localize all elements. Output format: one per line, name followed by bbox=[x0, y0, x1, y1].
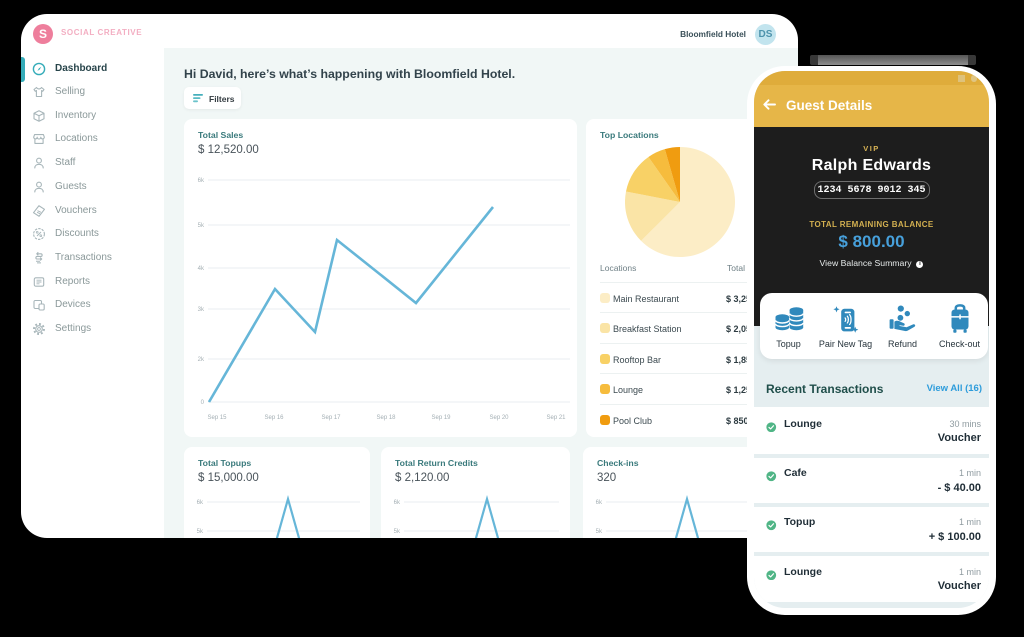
svg-text:6k: 6k bbox=[394, 500, 401, 506]
svg-text:5k: 5k bbox=[394, 529, 401, 535]
svg-text:5k: 5k bbox=[596, 529, 603, 535]
svg-text:Sep 21: Sep 21 bbox=[546, 415, 566, 421]
svg-text:Sep 18: Sep 18 bbox=[376, 415, 396, 421]
svg-text:Sep 19: Sep 19 bbox=[431, 415, 451, 421]
svg-text:Sep 17: Sep 17 bbox=[321, 415, 341, 421]
svg-text:4k: 4k bbox=[198, 266, 205, 272]
svg-text:0: 0 bbox=[201, 400, 205, 406]
svg-text:3k: 3k bbox=[198, 307, 205, 313]
svg-text:6k: 6k bbox=[198, 178, 205, 184]
svg-text:5k: 5k bbox=[197, 529, 204, 535]
svg-text:Sep 15: Sep 15 bbox=[207, 415, 227, 421]
svg-text:Sep 20: Sep 20 bbox=[489, 415, 509, 421]
svg-text:2k: 2k bbox=[198, 357, 205, 363]
svg-text:6k: 6k bbox=[596, 500, 603, 506]
svg-text:6k: 6k bbox=[197, 500, 204, 506]
svg-text:Sep 16: Sep 16 bbox=[264, 415, 284, 421]
svg-text:5k: 5k bbox=[198, 223, 205, 229]
